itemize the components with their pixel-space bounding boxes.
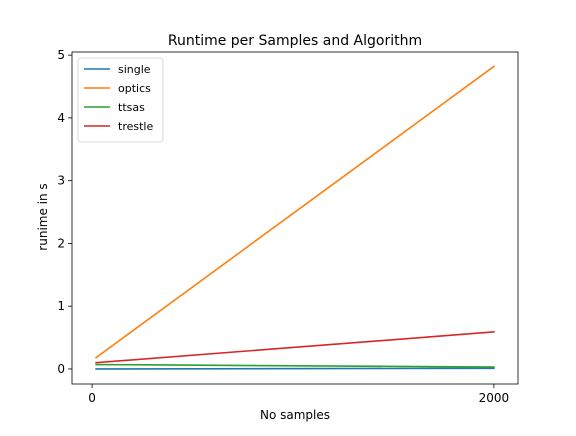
- chart-title: Runtime per Samples and Algorithm: [168, 33, 422, 49]
- plot-area-frame: [71, 51, 519, 385]
- y-tick-label-1: 1: [57, 299, 65, 313]
- legend-label-single: single: [118, 63, 151, 76]
- legend: single optics ttsas trestle: [77, 57, 164, 143]
- series-line-optics: [94, 65, 496, 359]
- legend-box: [77, 57, 164, 143]
- x-axis-label: No samples: [260, 408, 330, 422]
- y-axis-label: runime in s: [36, 183, 50, 250]
- y-tick-label-5: 5: [57, 48, 65, 62]
- series-line-ttsas: [95, 363, 495, 368]
- legend-label-ttsas: ttsas: [118, 101, 145, 114]
- x-axis: 0 2000: [88, 384, 509, 405]
- series-line-single: [95, 367, 495, 370]
- y-tick-label-4: 4: [57, 111, 65, 125]
- series-line-trestle: [95, 331, 495, 364]
- x-tick-label-0: 0: [88, 391, 96, 405]
- legend-label-trestle: trestle: [118, 120, 153, 133]
- y-tick-label-0: 0: [57, 362, 65, 376]
- x-tick-label-2000: 2000: [479, 391, 510, 405]
- legend-label-optics: optics: [118, 82, 151, 95]
- y-tick-label-3: 3: [57, 174, 65, 188]
- series-layer: [94, 65, 496, 370]
- y-tick-label-2: 2: [57, 236, 65, 250]
- y-axis: 0 1 2 3 4 5: [57, 48, 72, 376]
